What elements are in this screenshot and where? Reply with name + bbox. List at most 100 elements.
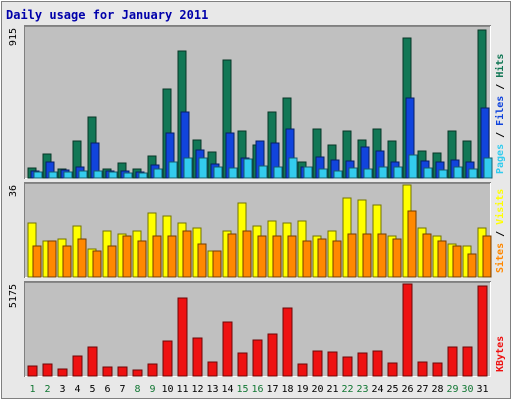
bar-sites-day-24 (377, 233, 387, 278)
x-label-day-27: 27 (416, 384, 428, 395)
bar-pages-day-16 (258, 165, 268, 179)
bar-sites-day-23 (362, 233, 372, 278)
x-label-day-8: 8 (134, 384, 140, 395)
bar-sites-day-16 (257, 235, 267, 278)
x-label-day-21: 21 (326, 384, 338, 395)
bar-kbytes-day-26 (402, 283, 413, 377)
bar-pages-day-31 (483, 157, 493, 179)
bar-sites-day-31 (482, 235, 492, 278)
x-label-day-5: 5 (89, 384, 95, 395)
legend-item-kbytes: KBytes (495, 336, 506, 372)
legend-hits_files_pages: Pages / Files / Hits (494, 54, 506, 174)
bar-kbytes-day-27 (417, 361, 428, 377)
y-max-label-hits_files_pages: 915 (8, 28, 19, 46)
bar-kbytes-day-8 (132, 369, 143, 377)
legend-separator: / (495, 78, 506, 96)
bar-pages-day-10 (168, 161, 178, 179)
bar-kbytes-day-22 (342, 356, 353, 377)
x-label-day-1: 1 (29, 384, 35, 395)
x-label-day-28: 28 (431, 384, 443, 395)
x-label-day-30: 30 (461, 384, 473, 395)
bar-kbytes-day-13 (207, 361, 218, 377)
bar-sites-day-25 (392, 238, 402, 278)
bar-kbytes-day-6 (102, 366, 113, 377)
bar-pages-day-26 (408, 154, 418, 179)
bar-pages-day-19 (303, 166, 313, 179)
bar-pages-day-27 (423, 167, 433, 179)
bar-kbytes-day-1 (27, 365, 38, 377)
x-label-day-20: 20 (311, 384, 323, 395)
bar-pages-day-30 (468, 168, 478, 179)
x-label-day-17: 17 (266, 384, 278, 395)
bar-kbytes-day-18 (282, 307, 293, 377)
x-label-day-26: 26 (401, 384, 413, 395)
bar-kbytes-day-9 (147, 363, 158, 377)
bar-kbytes-day-23 (357, 352, 368, 377)
bar-sites-day-15 (242, 230, 252, 278)
bar-pages-day-8 (138, 172, 148, 179)
bar-sites-day-27 (422, 233, 432, 278)
bar-kbytes-day-10 (162, 340, 173, 377)
bar-kbytes-day-16 (252, 339, 263, 377)
bar-pages-day-29 (453, 166, 463, 179)
bar-kbytes-day-31 (477, 285, 488, 377)
x-axis-day-labels: 1 2 3 4 5 6 7 8 9 10 11 12 13 14 15 16 17 18 19 20 21 22 23 24 2… (29, 384, 488, 395)
x-label-day-23: 23 (356, 384, 368, 395)
panel-kbytes: 5175 KBytes (8, 281, 506, 377)
bar-kbytes-day-12 (192, 337, 203, 377)
legend-kbytes: KBytes (495, 336, 506, 372)
x-label-day-18: 18 (281, 384, 293, 395)
bar-sites-day-21 (332, 240, 342, 278)
bar-sites-day-22 (347, 233, 357, 278)
x-label-day-2: 2 (44, 384, 50, 395)
bar-kbytes-day-20 (312, 350, 323, 377)
x-label-day-11: 11 (176, 384, 188, 395)
x-label-day-16: 16 (251, 384, 263, 395)
bar-pages-day-9 (153, 168, 163, 179)
bar-sites-day-7 (122, 235, 132, 278)
y-max-label-visits_sites: 36 (8, 185, 19, 197)
x-label-day-22: 22 (341, 384, 353, 395)
bar-kbytes-day-4 (72, 355, 83, 377)
x-label-day-9: 9 (149, 384, 155, 395)
bar-sites-day-6 (107, 245, 117, 278)
x-label-day-25: 25 (386, 384, 398, 395)
bar-sites-day-12 (197, 243, 207, 278)
bar-sites-day-8 (137, 240, 147, 278)
legend-visits_sites: Sites / Visits (494, 189, 506, 273)
bar-kbytes-day-25 (387, 362, 398, 377)
legend-item-sites: Sites (494, 243, 506, 273)
bar-pages-day-2 (48, 171, 58, 179)
bar-kbytes-day-29 (447, 346, 458, 377)
chart-title: Daily usage for January 2011 (6, 8, 208, 22)
bar-pages-day-3 (63, 171, 73, 179)
bar-sites-day-19 (302, 240, 312, 278)
bar-sites-day-18 (287, 235, 297, 278)
bar-sites-day-9 (152, 235, 162, 278)
x-label-day-14: 14 (221, 384, 233, 395)
bar-sites-day-29 (452, 245, 462, 278)
x-label-day-31: 31 (476, 384, 488, 395)
bar-sites-day-10 (167, 235, 177, 278)
bar-kbytes-day-30 (462, 346, 473, 377)
x-label-day-7: 7 (119, 384, 125, 395)
legend-separator: / (495, 225, 506, 243)
x-label-day-24: 24 (371, 384, 383, 395)
bar-kbytes-day-17 (267, 333, 278, 377)
bar-sites-day-11 (182, 230, 192, 278)
bar-kbytes-day-14 (222, 321, 233, 377)
bar-pages-day-18 (288, 157, 298, 179)
x-label-day-13: 13 (206, 384, 218, 395)
bar-pages-day-20 (318, 168, 328, 179)
x-label-day-3: 3 (59, 384, 65, 395)
x-label-day-19: 19 (296, 384, 308, 395)
bar-pages-day-7 (123, 172, 133, 179)
bar-sites-day-28 (437, 240, 447, 278)
bar-sites-day-30 (467, 253, 477, 278)
bar-pages-day-28 (438, 169, 448, 179)
panel-visits_sites: 36 Sites / Visits (8, 182, 506, 278)
y-max-label-kbytes: 5175 (8, 284, 19, 308)
bar-pages-day-1 (33, 171, 43, 179)
bar-kbytes-day-28 (432, 362, 443, 377)
